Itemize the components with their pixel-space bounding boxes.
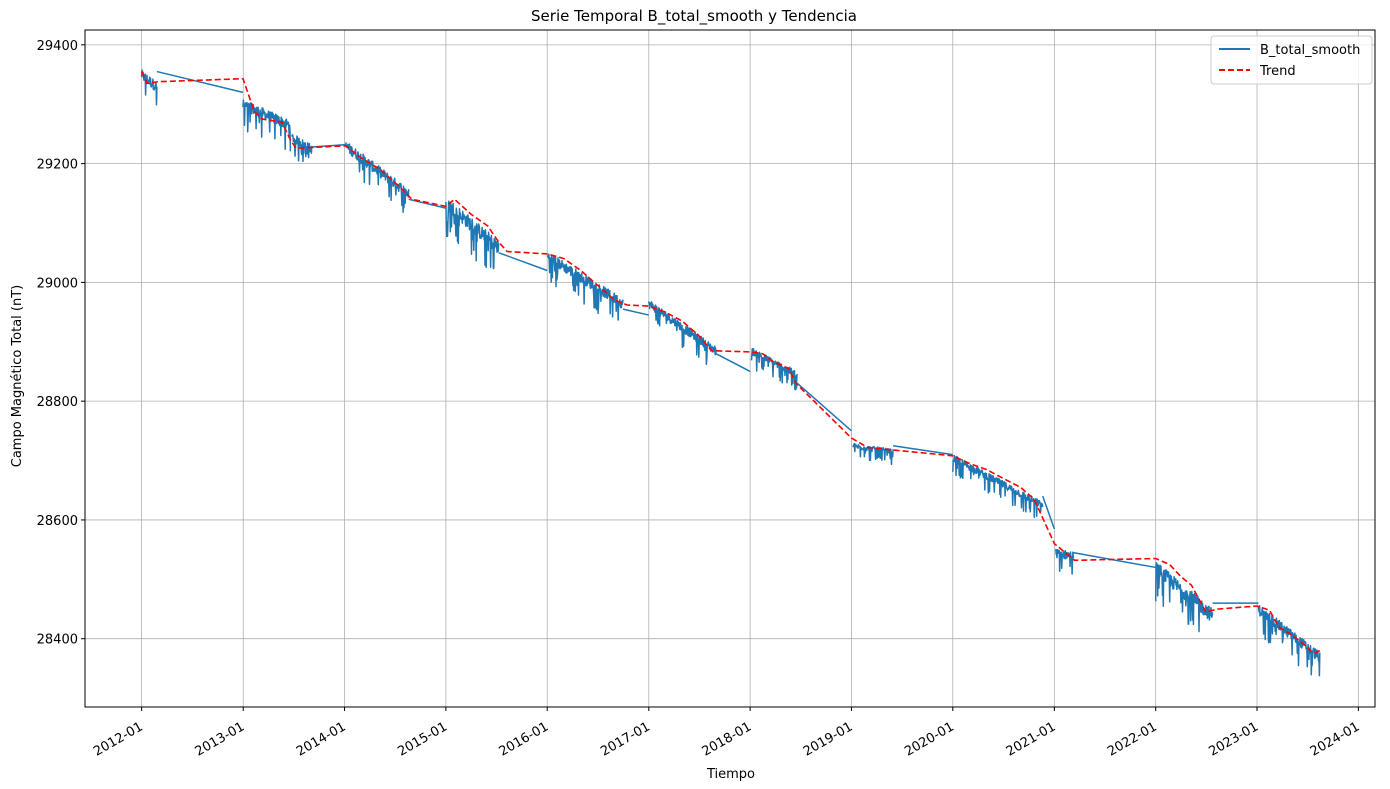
- series-trend-line: [140, 71, 1321, 655]
- series-b-total-smooth-connector: [408, 198, 447, 209]
- series-b-total-smooth-connector: [1073, 551, 1156, 569]
- legend-label-b-total-smooth: B_total_smooth: [1260, 43, 1360, 58]
- series-b-total-smooth-connector: [715, 352, 751, 373]
- series-b-total-smooth-connector: [892, 444, 953, 456]
- y-tick-label: 29200: [37, 158, 78, 173]
- series-b-total-smooth: [140, 69, 1321, 677]
- series-b-total-smooth-segment: [345, 142, 410, 213]
- series-b-total-smooth-segment: [140, 69, 158, 106]
- series-b-total-smooth-segment: [1154, 561, 1214, 633]
- plot-frame: [84, 29, 1376, 708]
- series-b-total-smooth-segment: [648, 301, 717, 366]
- series-b-total-smooth-connector: [498, 251, 548, 272]
- series-b-total-smooth-segment: [952, 455, 1044, 519]
- x-axis-label: Tiempo: [706, 767, 755, 782]
- legend-label-trend: Trend: [1259, 64, 1296, 79]
- y-tick-label: 28600: [37, 514, 78, 529]
- y-axis: 28400 28600 28800 29000 29200 29400: [37, 39, 85, 648]
- chart-title: Serie Temporal B_total_smooth y Tendenci…: [531, 7, 857, 26]
- series-b-total-smooth-segment: [546, 253, 624, 321]
- series-b-total-smooth-connector: [796, 382, 852, 432]
- legend: B_total_smooth Trend: [1210, 35, 1373, 85]
- series-b-total-smooth-segment: [291, 134, 313, 163]
- series-b-total-smooth-segment: [750, 347, 798, 391]
- grid: [85, 30, 1375, 707]
- y-tick-label: 28800: [37, 395, 78, 410]
- series-b-total-smooth-connector: [1042, 495, 1056, 530]
- legend-box: [1210, 35, 1373, 85]
- series-b-total-smooth-segment: [1257, 605, 1321, 677]
- series-b-total-smooth-connector: [622, 308, 649, 316]
- y-axis-label: Campo Magnético Total (nT): [10, 285, 25, 467]
- y-tick-label: 29000: [37, 276, 78, 291]
- series-b-total-smooth-connector: [156, 70, 244, 94]
- series-b-total-smooth-segment: [445, 200, 500, 270]
- y-tick-label: 29400: [37, 39, 78, 54]
- series-trend: [140, 71, 1321, 655]
- y-tick-label: 28400: [37, 633, 78, 648]
